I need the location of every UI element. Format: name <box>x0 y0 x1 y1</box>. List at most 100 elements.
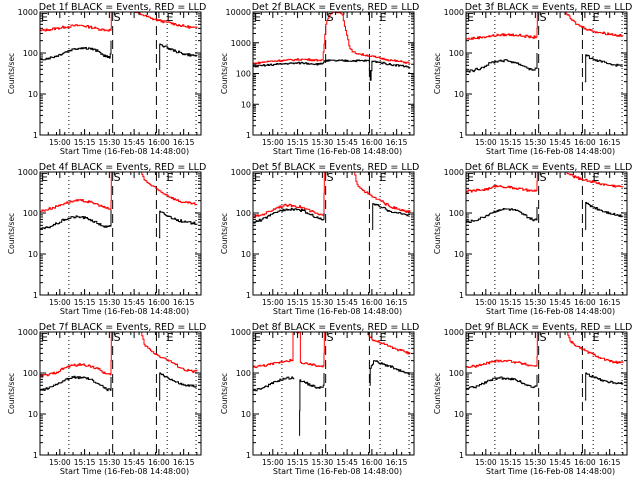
plot-title: Det 4f BLACK = Events, RED = LLD <box>39 162 207 173</box>
y-axis-label: Counts/sec <box>7 373 16 414</box>
x-tick-label: 16:00 <box>148 458 170 467</box>
x-tick-label: 15:45 <box>336 138 358 147</box>
series-group <box>40 12 198 135</box>
event-marker-label: E <box>41 11 48 24</box>
x-tick-label: 16:15 <box>386 298 408 307</box>
plot-svg: Det 4f BLACK = Events, RED = LLD 1 10 100 10… <box>7 162 207 316</box>
event-marker-label: S <box>327 11 334 24</box>
x-axis-label: Start Time (16-Feb-08 14:48:00) <box>486 307 615 316</box>
y-tick-label: 10 <box>28 90 38 99</box>
y-tick-label: 1 <box>459 131 464 140</box>
lld-series-line <box>466 172 538 193</box>
detector-plot-6: Det 6f BLACK = Events, RED = LLD 1 10 100 10… <box>426 160 639 320</box>
x-tick-label: 16:15 <box>173 298 195 307</box>
plot-title: Det 3f BLACK = Events, RED = LLD <box>465 2 633 13</box>
event-marker-label: E <box>254 11 261 24</box>
events-series-line <box>253 59 411 81</box>
event-marker-label: E <box>467 331 474 344</box>
event-marker-label: E <box>379 171 386 184</box>
x-tick-label: 16:00 <box>361 458 383 467</box>
y-tick-label: 1 <box>246 291 251 300</box>
x-tick-label: 15:45 <box>123 458 145 467</box>
detector-plot-9: Det 9f BLACK = Events, RED = LLD 1 10 100 10… <box>426 320 639 480</box>
event-marker-label: E <box>592 11 599 24</box>
x-tick-label: 16:15 <box>599 298 621 307</box>
plot-title: Det 5f BLACK = Events, RED = LLD <box>252 162 420 173</box>
y-axis-label: Counts/sec <box>220 213 229 254</box>
x-tick-label: 15:45 <box>336 298 358 307</box>
x-tick-label: 15:15 <box>74 138 96 147</box>
x-tick-label: 15:00 <box>262 458 284 467</box>
event-marker-label: S <box>327 171 334 184</box>
x-tick-label: 15:15 <box>287 458 309 467</box>
event-marker-label: S <box>114 171 121 184</box>
events-series-line <box>158 210 198 239</box>
x-tick-label: 15:45 <box>123 138 145 147</box>
detector-plot-4: Det 4f BLACK = Events, RED = LLD 1 10 100 10… <box>0 160 213 320</box>
series-group <box>466 172 624 295</box>
y-tick-label: 10 <box>454 250 464 259</box>
event-marker-label: S <box>114 331 121 344</box>
x-tick-label: 16:00 <box>148 138 170 147</box>
x-tick-label: 16:15 <box>386 138 408 147</box>
x-tick-label: 15:15 <box>287 138 309 147</box>
y-tick-label: 10 <box>28 410 38 419</box>
event-marker-label: E <box>41 331 48 344</box>
detector-plot-1: Det 1f BLACK = Events, RED = LLD 1 10 100 10… <box>0 0 213 160</box>
plot-frame <box>39 11 202 136</box>
event-marker-label: E <box>41 171 48 184</box>
x-axis-label: Start Time (16-Feb-08 14:48:00) <box>60 307 189 316</box>
series-group <box>466 12 624 135</box>
x-axis-label: Start Time (16-Feb-08 14:48:00) <box>60 147 189 156</box>
x-tick-label: 15:15 <box>500 458 522 467</box>
plot-title: Det 9f BLACK = Events, RED = LLD <box>465 322 633 333</box>
events-series-line <box>158 43 198 70</box>
plot-frame <box>252 171 415 296</box>
plot-svg: Det 6f BLACK = Events, RED = LLD 1 10 100 10… <box>433 162 633 316</box>
y-tick-label: 1000 <box>444 168 464 177</box>
event-marker-label: E <box>166 11 173 24</box>
x-tick-label: 16:15 <box>386 458 408 467</box>
lld-series-line <box>253 332 325 369</box>
y-tick-label: 1 <box>459 451 464 460</box>
y-axis-label: Counts/sec <box>220 373 229 414</box>
y-tick-label: 100 <box>236 369 251 378</box>
x-tick-label: 15:30 <box>99 138 121 147</box>
y-tick-label: 10 <box>241 250 251 259</box>
plot-svg: Det 3f BLACK = Events, RED = LLD 1 10 100 10… <box>433 2 633 156</box>
y-axis-label: Counts/sec <box>433 213 442 254</box>
plot-svg: Det 5f BLACK = Events, RED = LLD 1 10 100 10… <box>220 162 420 316</box>
y-tick-label: 1000 <box>231 39 251 48</box>
y-tick-label: 10 <box>454 90 464 99</box>
event-marker-label: S <box>540 171 547 184</box>
x-axis-label: Start Time (16-Feb-08 14:48:00) <box>273 307 402 316</box>
plot-title: Det 1f BLACK = Events, RED = LLD <box>39 2 207 13</box>
events-series-line <box>40 375 112 392</box>
x-tick-label: 15:30 <box>99 298 121 307</box>
detector-plot-2: Det 2f BLACK = Events, RED = LLD 1 10 100 10… <box>213 0 426 160</box>
x-tick-label: 15:30 <box>99 458 121 467</box>
plot-frame <box>252 331 415 456</box>
x-tick-label: 15:15 <box>500 138 522 147</box>
x-tick-label: 16:15 <box>173 458 195 467</box>
event-marker-label: E <box>166 331 173 344</box>
x-tick-label: 15:30 <box>525 298 547 307</box>
lld-series-line <box>566 332 624 364</box>
lld-series-line <box>140 172 198 206</box>
x-tick-label: 15:15 <box>287 298 309 307</box>
plot-title: Det 6f BLACK = Events, RED = LLD <box>465 162 633 173</box>
plot-title: Det 8f BLACK = Events, RED = LLD <box>252 322 420 333</box>
event-marker-label: E <box>379 11 386 24</box>
x-tick-label: 15:45 <box>336 458 358 467</box>
x-tick-label: 15:00 <box>49 298 71 307</box>
x-tick-label: 15:30 <box>525 138 547 147</box>
y-tick-label: 1000 <box>231 328 251 337</box>
event-marker-label: S <box>540 331 547 344</box>
x-tick-label: 16:00 <box>148 298 170 307</box>
x-tick-label: 15:00 <box>49 458 71 467</box>
y-tick-label: 100 <box>449 209 464 218</box>
event-marker-label: E <box>254 331 261 344</box>
events-series-line <box>584 202 624 230</box>
x-tick-label: 16:00 <box>574 458 596 467</box>
